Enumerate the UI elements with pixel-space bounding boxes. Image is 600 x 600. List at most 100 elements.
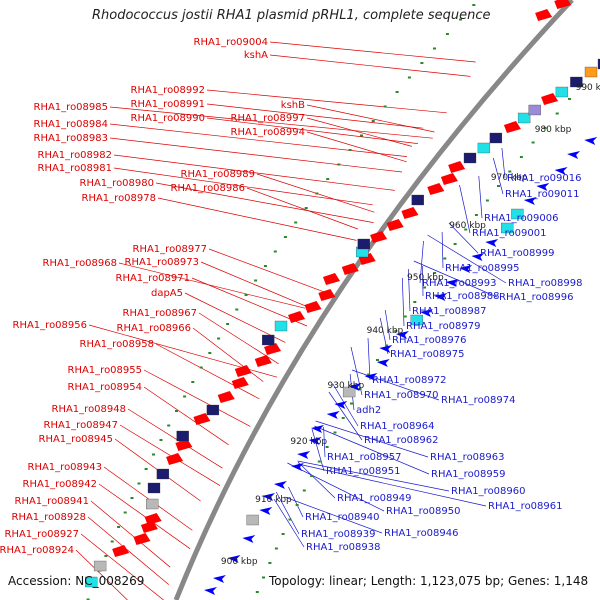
left-gene-label[interactable]: RHA1_ro08983 [34,133,109,144]
left-gene-label[interactable]: kshB [281,100,305,111]
feature-block [528,104,541,116]
right-gene-label[interactable]: RHA1_ro09011 [505,189,580,200]
right-gene-label[interactable]: RHA1_ro08987 [412,306,487,317]
left-gene-label[interactable]: RHA1_ro08958 [80,339,155,350]
left-gene-label[interactable]: RHA1_ro08984 [34,119,109,130]
right-gene-label[interactable]: RHA1_ro08950 [386,506,461,517]
label-connector [143,369,251,427]
forward-gene-arrow [193,413,211,425]
right-gene-label[interactable]: RHA1_ro08988 [425,291,500,302]
left-gene-label[interactable]: RHA1_ro08990 [131,113,206,124]
tick-dot [383,105,387,108]
right-gene-label[interactable]: RHA1_ro08960 [451,486,526,497]
tick-dot [281,533,285,535]
left-gene-label[interactable]: RHA1_ro08982 [38,150,113,161]
left-gene-label[interactable]: RHA1_ro08989 [181,169,256,180]
right-gene-label[interactable]: RHA1_ro09001 [472,228,547,239]
tick-dot [371,120,375,122]
left-gene-label[interactable]: RHA1_ro08966 [117,323,192,334]
right-gene-label[interactable]: RHA1_ro08975 [390,349,465,360]
tick-dot [497,185,500,187]
feature-block [501,222,514,234]
right-gene-label[interactable]: RHA1_ro08976 [392,335,467,346]
left-gene-label[interactable]: RHA1_ro08948 [52,404,127,415]
left-gene-label[interactable]: RHA1_ro08968 [43,258,118,269]
right-gene-label[interactable]: RHA1_ro09006 [484,213,559,224]
label-connector [288,486,304,518]
label-connector [401,277,405,327]
right-gene-label[interactable]: adh2 [356,405,381,416]
right-gene-label[interactable]: RHA1_ro08996 [499,292,574,303]
left-gene-label[interactable]: RHA1_ro08997 [231,113,306,124]
left-gene-label[interactable]: RHA1_ro08943 [28,462,103,473]
scale-label: 960 kbp [449,221,486,231]
forward-gene-arrow [175,439,193,451]
left-gene-label[interactable]: RHA1_ro08981 [38,163,113,174]
left-gene-label[interactable]: RHA1_ro08971 [116,273,191,284]
tick-dot [273,250,277,253]
left-gene-label[interactable]: RHA1_ro08954 [68,382,143,393]
right-gene-label[interactable]: RHA1_ro08938 [306,542,381,553]
left-gene-label[interactable]: RHA1_ro08992 [131,85,206,96]
left-gene-label[interactable]: RHA1_ro08955 [68,365,143,376]
right-gene-label[interactable]: RHA1_ro08957 [327,452,402,463]
right-gene-label[interactable]: RHA1_ro08951 [326,466,401,477]
left-gene-label[interactable]: RHA1_ro09004 [194,37,269,48]
label-connector [208,248,327,294]
right-gene-label[interactable]: RHA1_ro08961 [488,501,563,512]
right-gene-label[interactable]: RHA1_ro08964 [360,421,435,432]
left-gene-label[interactable]: RHA1_ro08977 [133,244,208,255]
left-gene-label[interactable]: RHA1_ro08941 [15,496,90,507]
left-gene-label[interactable]: RHA1_ro08928 [12,512,87,523]
left-gene-label[interactable]: RHA1_ro08973 [125,257,200,268]
left-gene-label[interactable]: RHA1_ro08980 [80,178,155,189]
reverse-gene-arrow [297,451,311,459]
left-gene-label[interactable]: dapA5 [151,288,183,299]
left-gene-label[interactable]: RHA1_ro08967 [123,308,198,319]
reverse-gene-arrow [308,437,322,445]
tick-dot [295,504,299,506]
left-gene-label[interactable]: kshA [244,50,268,61]
right-gene-label[interactable]: RHA1_ro08970 [364,390,439,401]
tick-dot [358,388,362,390]
feature-block [570,76,583,88]
tick-dot [433,272,437,274]
left-gene-label[interactable]: RHA1_ro08956 [13,320,88,331]
right-gene-label[interactable]: RHA1_ro08963 [430,452,505,463]
right-gene-label[interactable]: RHA1_ro08995 [445,263,520,274]
right-gene-label[interactable]: RHA1_ro08999 [480,248,555,259]
right-gene-label[interactable]: RHA1_ro08959 [431,469,506,480]
left-gene-label[interactable]: RHA1_ro08924 [0,545,74,556]
right-gene-label[interactable]: RHA1_ro09016 [507,173,582,184]
left-gene-label[interactable]: RHA1_ro08947 [44,420,119,431]
left-gene-label[interactable]: RHA1_ro08986 [171,183,246,194]
right-gene-label[interactable]: RHA1_ro08939 [301,529,376,540]
reverse-gene-arrow [242,535,256,543]
label-connector [384,309,391,341]
right-gene-label[interactable]: RHA1_ro08962 [364,435,439,446]
right-gene-label[interactable]: RHA1_ro08972 [372,375,447,386]
right-gene-label[interactable]: RHA1_ro08998 [508,278,583,289]
left-gene-label[interactable]: RHA1_ro08991 [131,99,206,110]
tick-dot [325,446,329,448]
right-gene-label[interactable]: RHA1_ro08979 [406,321,481,332]
tick-dot [420,62,424,64]
label-connector [113,167,373,206]
scale-label: 900 kbp [221,557,258,567]
right-gene-label[interactable]: RHA1_ro08940 [305,512,380,523]
right-gene-label[interactable]: RHA1_ro08949 [337,493,412,504]
left-gene-label[interactable]: RHA1_ro08945 [39,434,114,445]
right-gene-label[interactable]: RHA1_ro08946 [384,528,459,539]
left-gene-label[interactable]: RHA1_ro08942 [23,479,98,490]
right-gene-label[interactable]: RHA1_ro08974 [441,395,516,406]
left-gene-label[interactable]: RHA1_ro08994 [231,127,306,138]
label-connector [287,462,385,512]
label-connector [103,466,193,531]
gene-labels[interactable]: RHA1_ro09004 kshA RHA1_ro08992 RHA1_ro08991… [0,37,583,556]
left-gene-label[interactable]: RHA1_ro08927 [5,529,80,540]
left-gene-label[interactable]: RHA1_ro08985 [34,102,109,113]
label-connector [297,460,450,492]
right-gene-label[interactable]: RHA1_ro08993 [422,278,497,289]
tick-dot [350,402,353,405]
left-gene-label[interactable]: RHA1_ro08978 [82,193,157,204]
